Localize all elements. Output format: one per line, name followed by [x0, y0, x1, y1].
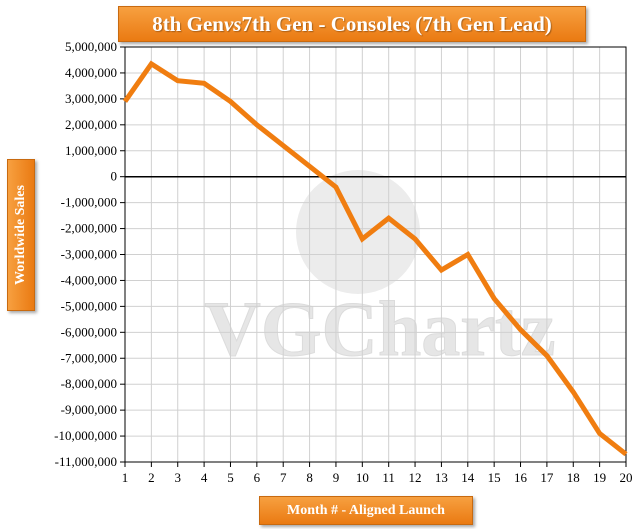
y-tick-label: 1,000,000 [65, 143, 117, 158]
y-tick-label: -3,000,000 [61, 247, 117, 262]
chart-title-vs: vs [223, 11, 242, 36]
series-line [122, 60, 628, 457]
y-axis-label-box: Worldwide Sales [7, 159, 35, 311]
x-tick-label: 7 [280, 470, 287, 485]
y-tick-label: 3,000,000 [65, 91, 117, 106]
x-tick-label: 5 [227, 470, 234, 485]
y-tick-label: 5,000,000 [65, 39, 117, 54]
x-tick-label: 19 [593, 470, 606, 485]
x-tick-label: 9 [333, 470, 340, 485]
y-tick-label: -6,000,000 [61, 324, 117, 339]
x-tick-label: 15 [488, 470, 501, 485]
y-tick-label: 4,000,000 [65, 65, 117, 80]
x-tick-label: 4 [201, 470, 208, 485]
y-axis-label: Worldwide Sales [13, 185, 28, 285]
x-tick-label: 11 [382, 470, 395, 485]
chart-title-part1: 8th Gen [152, 11, 224, 36]
x-tick-label: 2 [148, 470, 155, 485]
x-tick-label: 14 [461, 470, 475, 485]
y-tick-label: 0 [111, 169, 118, 184]
x-tick-label: 6 [254, 470, 261, 485]
x-axis-label: Month # - Aligned Launch [287, 502, 445, 518]
x-tick-label: 17 [540, 470, 554, 485]
y-tick-label: -1,000,000 [61, 195, 117, 210]
x-tick-label: 1 [122, 470, 129, 485]
x-tick-label: 3 [174, 470, 181, 485]
y-tick-label: -4,000,000 [61, 272, 117, 287]
y-tick-label: 2,000,000 [65, 117, 117, 132]
x-tick-label: 8 [306, 470, 313, 485]
x-tick-label: 10 [356, 470, 369, 485]
grid [124, 46, 627, 463]
chart-title-part2: 7th Gen - Consoles (7th Gen Lead) [241, 11, 552, 36]
y-tick-label: -2,000,000 [61, 221, 117, 236]
axes: 5,000,000 4,000,000 3,000,000 2,000,000 1,00… [54, 39, 632, 485]
chart-title: 8th Gen vs 7th Gen - Consoles (7th Gen L… [118, 6, 586, 42]
x-tick-label: 16 [514, 470, 528, 485]
y-tick-label: -9,000,000 [61, 402, 117, 417]
x-tick-label: 12 [409, 470, 422, 485]
series-line-layer [122, 60, 628, 457]
y-tick-label: -10,000,000 [54, 428, 117, 443]
x-tick-label: 13 [435, 470, 448, 485]
y-tick-label: -11,000,000 [55, 454, 117, 469]
y-tick-label: -8,000,000 [61, 376, 117, 391]
x-tick-label: 20 [620, 470, 633, 485]
y-tick-label: -7,000,000 [61, 350, 117, 365]
x-tick-label: 18 [567, 470, 580, 485]
plot-frame [124, 46, 627, 463]
y-tick-label: -5,000,000 [61, 298, 117, 313]
x-axis-label-box: Month # - Aligned Launch [259, 496, 473, 525]
